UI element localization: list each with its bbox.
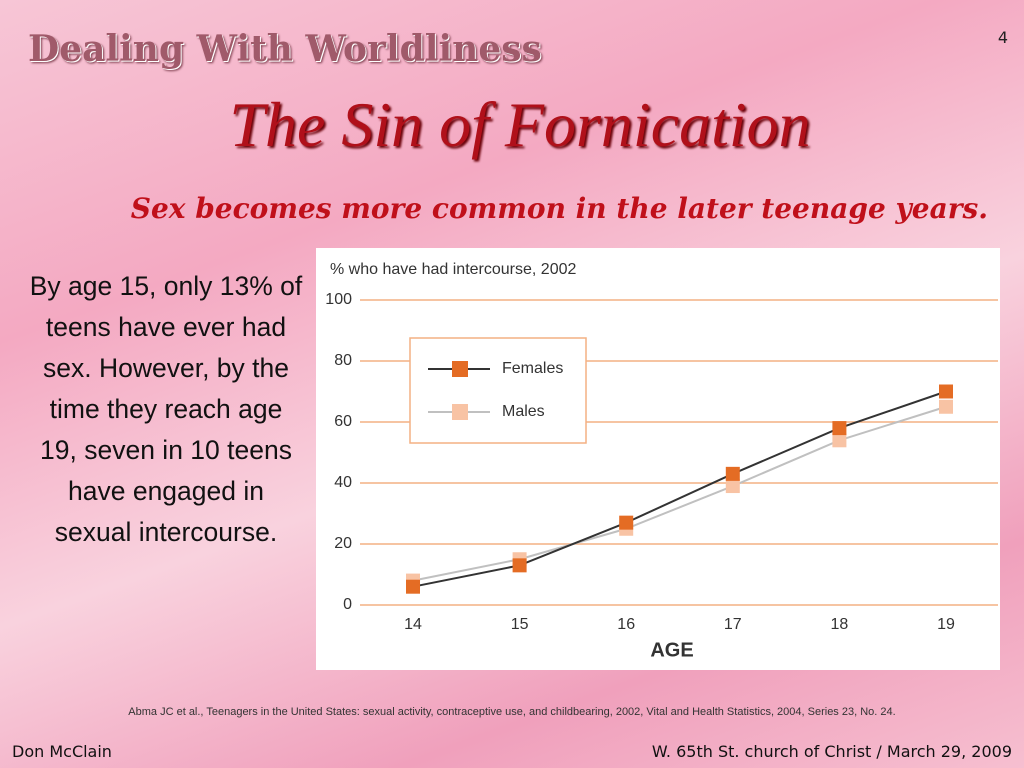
footer-right: W. 65th St. church of Christ / March 29,… bbox=[651, 742, 1012, 761]
y-tick-label: 20 bbox=[334, 535, 352, 552]
legend-marker bbox=[452, 361, 468, 377]
section-title: Dealing With Worldliness bbox=[28, 28, 542, 70]
marker bbox=[939, 399, 953, 414]
x-tick-label: 15 bbox=[511, 616, 529, 633]
marker bbox=[725, 466, 740, 481]
x-tick-label: 14 bbox=[404, 616, 422, 633]
x-tick-label: 18 bbox=[831, 616, 849, 633]
y-tick-label: 80 bbox=[334, 352, 352, 369]
series-line bbox=[412, 390, 947, 588]
x-tick-label: 16 bbox=[617, 616, 635, 633]
y-tick-label: 0 bbox=[343, 596, 352, 613]
x-axis-label: AGE bbox=[650, 639, 693, 661]
y-tick-label: 40 bbox=[334, 474, 352, 491]
marker bbox=[725, 479, 740, 494]
legend-label: Males bbox=[502, 403, 545, 420]
marker bbox=[512, 558, 527, 573]
citation: Abma JC et al., Teenagers in the United … bbox=[128, 706, 896, 718]
legend-marker bbox=[452, 404, 468, 420]
marker bbox=[619, 515, 634, 530]
series-line bbox=[412, 405, 947, 582]
marker bbox=[832, 433, 847, 448]
subtitle: Sex becomes more common in the later tee… bbox=[130, 192, 988, 225]
x-tick-label: 17 bbox=[724, 616, 742, 633]
page-number: 4 bbox=[997, 28, 1008, 47]
marker bbox=[406, 579, 420, 594]
marker bbox=[939, 384, 953, 399]
marker bbox=[832, 421, 847, 436]
slide-title: The Sin of Fornication bbox=[229, 89, 811, 160]
y-tick-label: 60 bbox=[334, 413, 352, 430]
legend-box bbox=[409, 337, 587, 444]
legend-label: Females bbox=[502, 360, 563, 377]
footer-left: Don McClain bbox=[12, 742, 112, 761]
body-text: By age 15, only 13% of teens have ever h… bbox=[29, 271, 303, 547]
x-tick-label: 19 bbox=[937, 616, 955, 633]
chart-title: % who have had intercourse, 2002 bbox=[330, 261, 576, 278]
y-tick-label: 100 bbox=[325, 291, 352, 308]
chart: % who have had intercourse, 2002 AGE 0 20… bbox=[316, 248, 1000, 670]
chart-panel bbox=[316, 248, 1000, 670]
